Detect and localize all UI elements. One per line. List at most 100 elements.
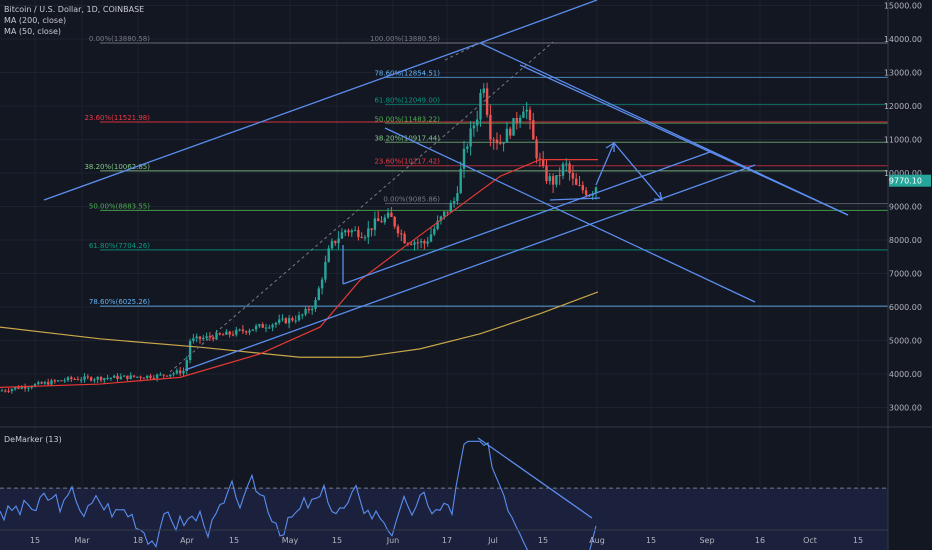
candle-body <box>122 375 126 377</box>
candle-body <box>268 327 271 329</box>
symbol-title[interactable]: Bitcoin / U.S. Dollar, 1D, COINBASE <box>4 5 145 14</box>
candle-body <box>386 212 390 218</box>
candle-body <box>443 211 446 217</box>
candle-body <box>136 376 139 378</box>
candle-body <box>20 386 23 389</box>
candle-body <box>353 230 357 232</box>
trend-line <box>43 42 481 201</box>
ma200-label[interactable]: MA (200, close) <box>4 16 67 25</box>
candle-body <box>169 374 172 377</box>
candle-body <box>60 380 63 382</box>
candle-body <box>413 242 416 245</box>
candle-body <box>235 329 238 335</box>
fibonacci-levels[interactable]: 0.00%(13880.58) 23.60%(11521.98) 38.20%(10… <box>84 35 888 307</box>
demarker-label[interactable]: DeMarker (13) <box>4 435 62 444</box>
time-tick-label: 15 <box>646 536 656 545</box>
candle-body <box>231 334 235 336</box>
ma200-line <box>0 291 599 358</box>
candle-body <box>63 380 66 382</box>
candle-body <box>205 336 208 338</box>
projection-arrow <box>595 141 663 201</box>
candle-body <box>103 378 106 381</box>
candle-body <box>162 374 165 376</box>
candle-body <box>274 322 278 325</box>
candle-body <box>344 230 347 233</box>
arrowhead <box>653 191 663 201</box>
candle-body <box>43 382 47 384</box>
candle-body <box>66 377 70 381</box>
time-tick-label: Aug <box>589 536 605 545</box>
trend-lines[interactable] <box>43 0 849 373</box>
candle-body <box>423 241 426 244</box>
ma50-label[interactable]: MA (50, close) <box>4 27 62 36</box>
candle-body <box>479 92 482 120</box>
candle-body <box>568 163 571 174</box>
candle-body <box>301 314 304 316</box>
candle-body <box>215 333 218 340</box>
time-tick-label: Sep <box>699 536 714 545</box>
candle-body <box>495 139 499 144</box>
candle-body <box>502 142 505 144</box>
time-tick-label: Jul <box>487 536 498 545</box>
candle-body <box>558 175 561 177</box>
candle-body <box>525 109 528 112</box>
time-tick-label: 15 <box>332 536 342 545</box>
candle-body <box>548 176 551 182</box>
time-tick-label: 16 <box>755 536 765 545</box>
price-tick-label: 10000.00 <box>884 169 922 178</box>
candle-body <box>377 218 380 222</box>
candle-body <box>248 330 251 333</box>
candle-body <box>254 326 258 330</box>
candle-body <box>429 234 433 242</box>
ma50-line <box>0 159 598 388</box>
candle-body <box>324 261 327 280</box>
last-price-label: 9770.10 <box>889 177 922 186</box>
candle-body <box>30 386 33 388</box>
candle-body <box>17 387 20 389</box>
fib-level-label: 78.60%(12854.51) <box>374 69 440 77</box>
price-tick-label: 8000.00 <box>889 236 922 245</box>
grid <box>0 0 888 530</box>
trend-line <box>479 0 598 44</box>
trend-line <box>184 164 756 371</box>
candle-body <box>10 389 14 392</box>
candle-body <box>439 216 443 221</box>
candle-body <box>505 128 509 143</box>
fib-level-label: 0.00%(9085.86) <box>383 196 440 204</box>
candle-body <box>436 220 439 229</box>
candle-body <box>287 318 291 324</box>
time-tick-label: Mar <box>74 536 90 545</box>
time-tick-label: 15 <box>538 536 548 545</box>
demarker-pane: 1.000.800.600.400.20 <box>0 434 912 550</box>
candle-body <box>482 88 485 93</box>
candle-body <box>330 240 334 249</box>
fib-level-label: 23.60%(10217.42) <box>374 158 440 166</box>
time-tick-label: 17 <box>442 536 452 545</box>
candle-body <box>195 336 198 339</box>
candle-body <box>452 201 456 204</box>
candle-body <box>155 374 159 379</box>
candle-body <box>327 248 330 262</box>
candle-body <box>76 379 80 381</box>
candle-body <box>47 382 50 385</box>
candle-body <box>33 384 37 387</box>
candle-body <box>23 386 27 389</box>
candle-body <box>449 203 452 213</box>
candle-body <box>551 176 555 185</box>
time-tick-label: Apr <box>180 536 195 545</box>
candle-body <box>278 319 281 323</box>
candle-body <box>281 318 284 320</box>
candle-body <box>225 331 228 335</box>
candle-body <box>172 373 175 375</box>
candle-body <box>370 228 373 230</box>
candle-body <box>251 329 254 331</box>
candle-body <box>198 336 202 340</box>
candle-body <box>106 377 109 379</box>
fib-level-label: 50.00%(8883.55) <box>89 202 150 210</box>
arrowhead <box>605 141 615 152</box>
candle-body <box>542 159 545 167</box>
candle-body <box>146 375 149 379</box>
candle-body <box>528 109 532 121</box>
candle-body <box>99 377 103 381</box>
